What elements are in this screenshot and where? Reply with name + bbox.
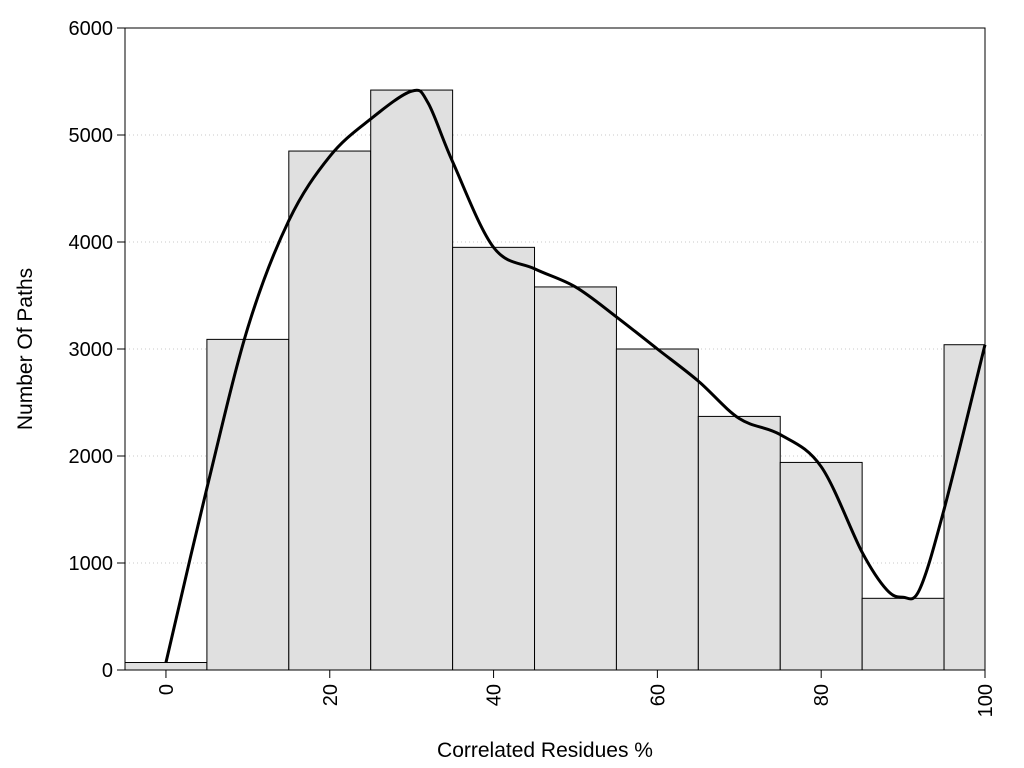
histogram-bar — [534, 286, 617, 671]
x-tick-label: 40 — [484, 684, 506, 706]
trend-line — [164, 88, 987, 663]
x-tick-label: 20 — [320, 684, 342, 706]
y-tick-label: 6000 — [69, 18, 114, 40]
histogram-bar — [697, 415, 781, 671]
y-tick-label: 1000 — [69, 553, 114, 575]
x-axis-ticks: 0 20 40 60 80 100 — [156, 670, 997, 717]
x-tick-label: 0 — [156, 684, 178, 695]
bars-layer — [124, 89, 986, 671]
y-tick-label: 2000 — [69, 446, 114, 468]
y-tick-label: 3000 — [69, 339, 114, 361]
x-axis-title: Correlated Residues % — [437, 739, 653, 762]
histogram-bar — [288, 150, 372, 671]
x-tick-label: 60 — [647, 684, 669, 706]
histogram-bar — [615, 348, 699, 671]
y-axis-ticks: 0 1000 2000 3000 4000 5000 6000 — [69, 18, 125, 682]
histogram-bar — [452, 246, 536, 671]
histogram-bar — [124, 662, 208, 671]
x-tick-label: 80 — [811, 684, 833, 706]
histogram-bar — [779, 461, 863, 671]
histogram-bar — [370, 89, 454, 671]
histogram-bar — [861, 597, 945, 671]
x-tick-label: 100 — [975, 684, 997, 717]
line-layer — [164, 88, 987, 663]
y-axis-title: Number Of Paths — [14, 268, 37, 430]
histogram-bar — [943, 344, 986, 671]
y-tick-label: 5000 — [69, 125, 114, 147]
y-tick-label: 4000 — [69, 232, 114, 254]
y-tick-label: 0 — [102, 660, 113, 682]
histogram-bar — [206, 338, 290, 671]
